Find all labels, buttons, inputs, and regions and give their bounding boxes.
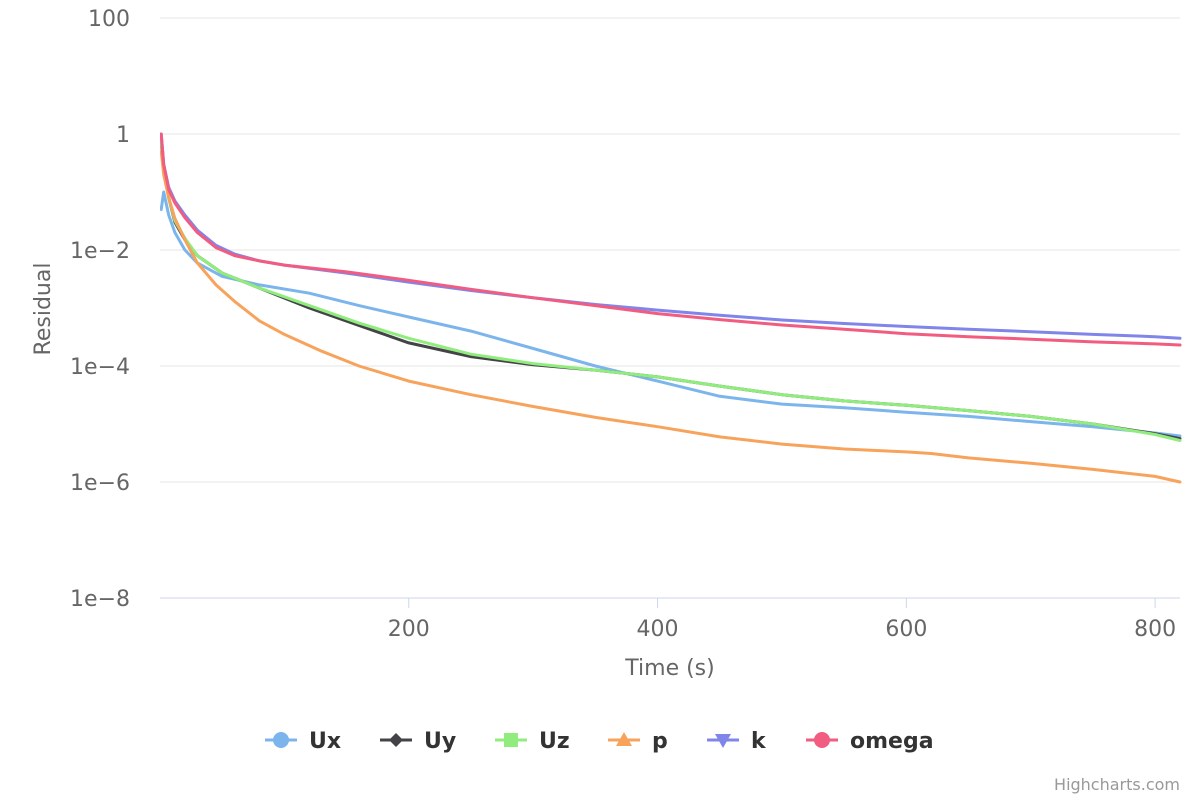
legend-label: k — [751, 729, 767, 754]
x-tick-label: 600 — [885, 617, 927, 642]
y-tick-label: 1 — [116, 123, 130, 148]
legend-label: p — [652, 729, 668, 754]
series-line-ux[interactable] — [160, 190, 1182, 438]
legend-item-k[interactable]: k — [707, 729, 767, 754]
legend-label: omega — [850, 729, 934, 754]
legend-item-uz[interactable]: Uz — [495, 729, 570, 754]
legend-marker-triangle-icon — [616, 732, 632, 746]
legend-marker-circle-icon — [273, 732, 289, 748]
y-tick-label: 1e−4 — [70, 355, 130, 380]
x-tick-label: 200 — [388, 617, 430, 642]
legend-label: Uy — [424, 729, 456, 754]
y-axis-title: Residual — [31, 263, 56, 356]
legend-item-omega[interactable]: omega — [806, 729, 934, 754]
legend-marker-diamond-icon — [389, 733, 403, 747]
legend-marker-circle-icon — [814, 732, 830, 748]
legend: Ux Uy Uz p k omega — [265, 729, 934, 754]
legend-item-ux[interactable]: Ux — [265, 729, 341, 754]
y-tick-label: 100 — [88, 7, 130, 32]
x-axis-title: Time (s) — [624, 656, 714, 681]
series-line-uz[interactable] — [160, 141, 1182, 442]
legend-marker-triangle-down-icon — [715, 734, 731, 748]
series-line-p[interactable] — [160, 150, 1182, 484]
series-line-omega[interactable] — [160, 132, 1182, 347]
y-tick-label: 1e−8 — [70, 587, 130, 612]
legend-marker-square-icon — [504, 733, 518, 747]
legend-item-uy[interactable]: Uy — [380, 729, 456, 754]
legend-label: Uz — [539, 729, 570, 754]
series-group — [160, 132, 1182, 484]
x-tick-label: 400 — [637, 617, 679, 642]
credits-link[interactable]: Highcharts.com — [1054, 775, 1180, 794]
legend-label: Ux — [309, 729, 341, 754]
y-tick-label: 1e−6 — [70, 471, 130, 496]
axes: 100 1 1e−2 1e−4 1e−6 1e−8 200 400 600 800 — [70, 7, 1180, 642]
legend-item-p[interactable]: p — [608, 729, 668, 754]
x-tick-label: 800 — [1134, 617, 1176, 642]
series-line-uy[interactable] — [160, 141, 1182, 441]
y-tick-label: 1e−2 — [70, 239, 130, 264]
